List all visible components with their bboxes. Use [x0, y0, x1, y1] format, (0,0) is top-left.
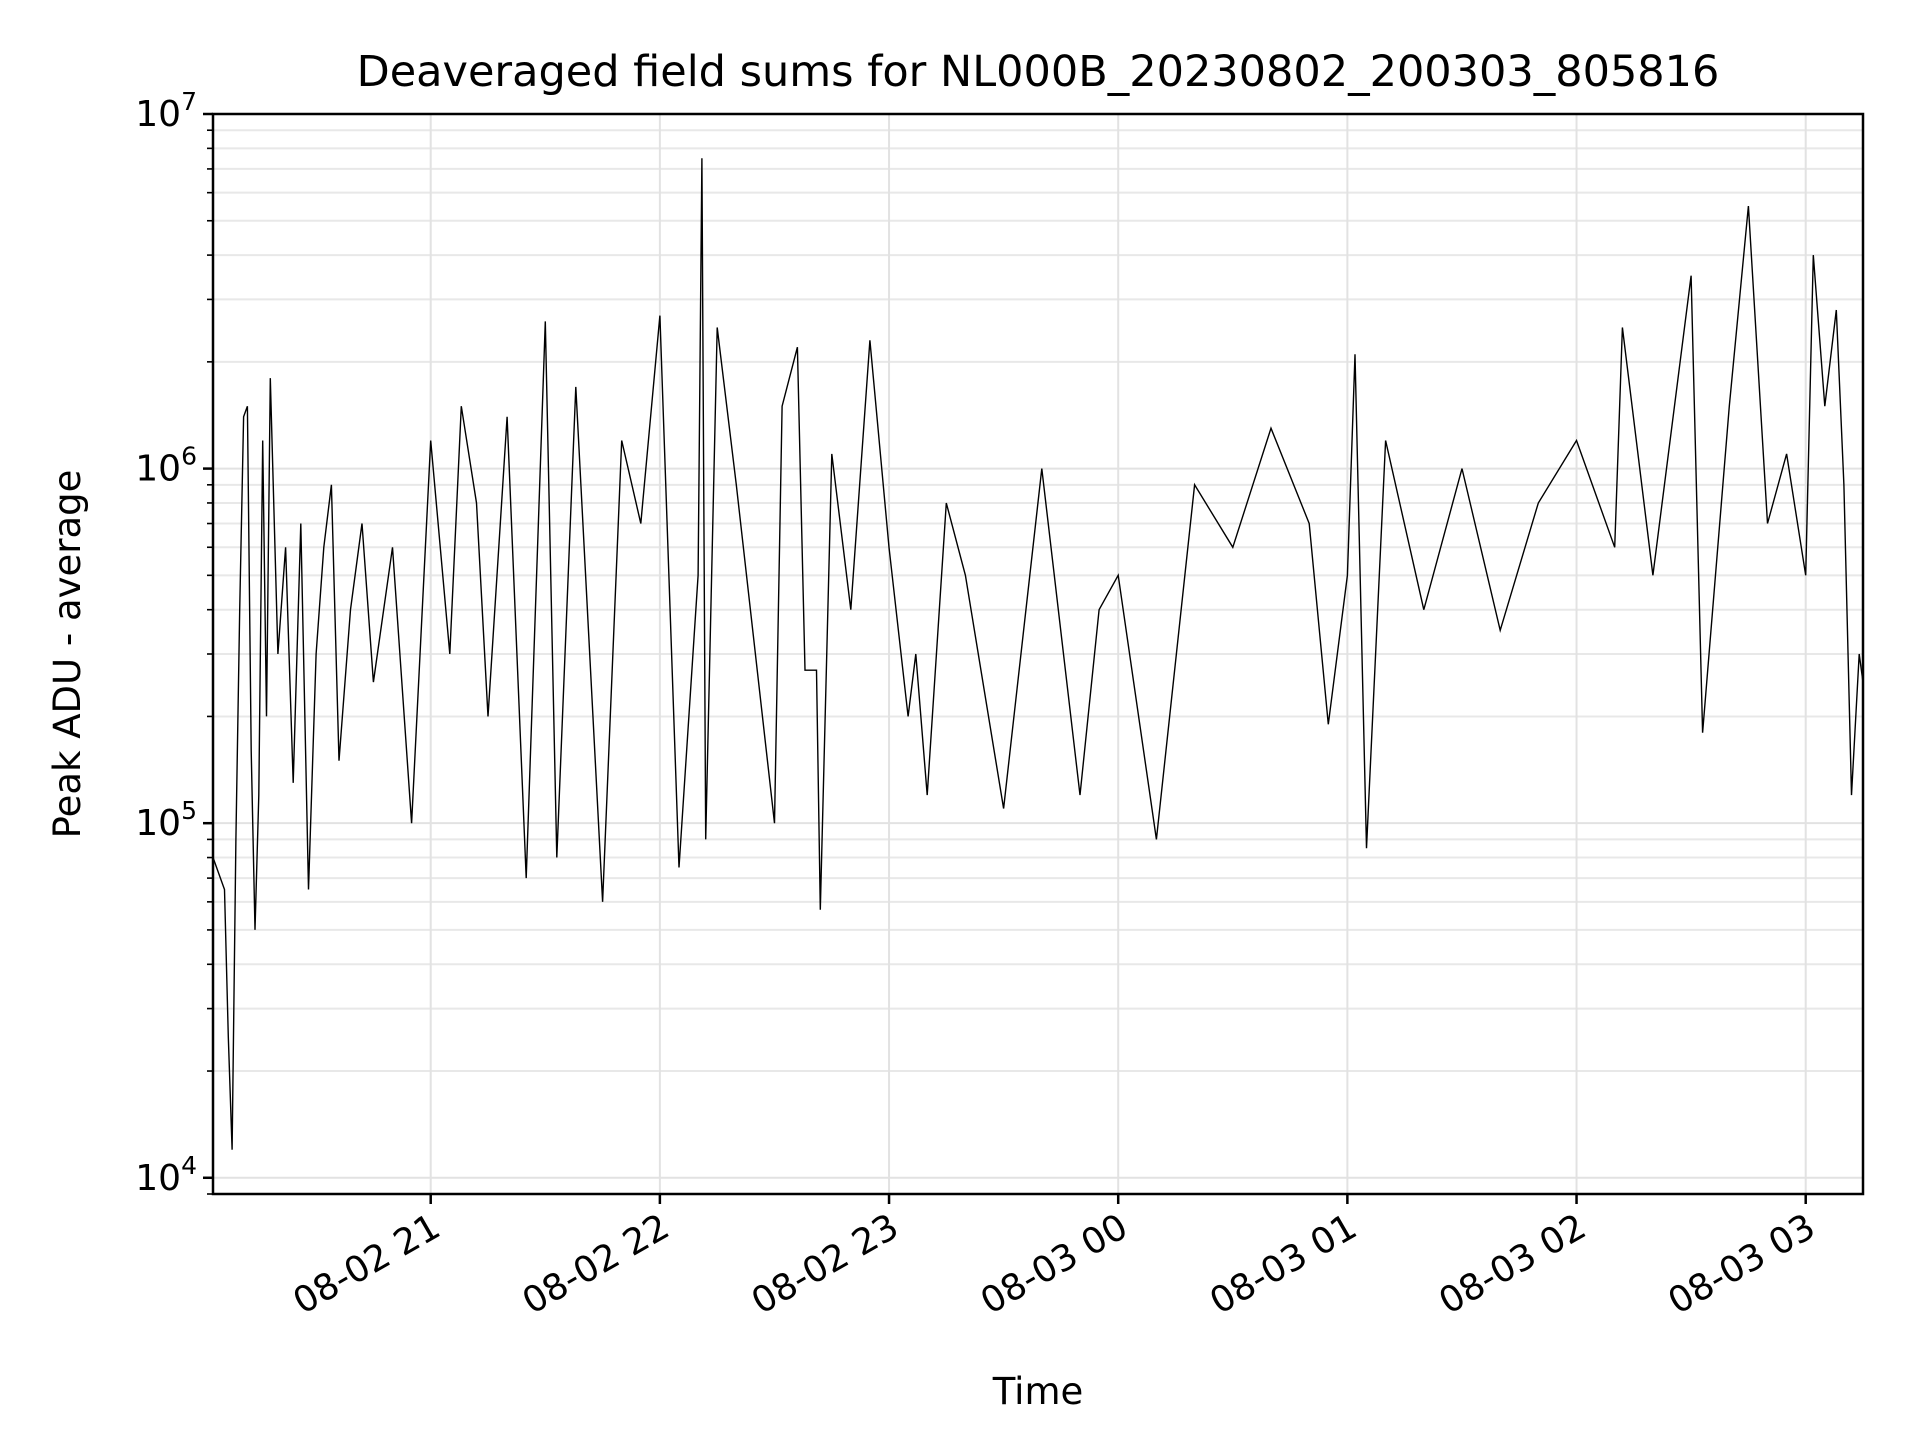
y-tick-label: 106: [135, 442, 197, 490]
chart-title: Deaveraged field sums for NL000B_2023080…: [357, 47, 1720, 97]
y-tick-label: 107: [135, 87, 197, 135]
y-tick-label-exponent: 6: [181, 442, 197, 471]
series-line: [212, 158, 1864, 1150]
y-tick-label-exponent: 4: [181, 1151, 197, 1180]
y-tick-label-base: 10: [135, 1158, 181, 1199]
y-tick-label-base: 10: [135, 94, 181, 135]
y-axis-label: Peak ADU - average: [46, 470, 89, 839]
y-tick-label-exponent: 7: [181, 87, 197, 116]
y-tick-label-base: 10: [135, 449, 181, 490]
x-axis-label: Time: [992, 1370, 1084, 1413]
y-tick-label: 105: [135, 796, 197, 844]
y-tick-label-base: 10: [135, 803, 181, 844]
y-tick-label-exponent: 5: [181, 796, 197, 825]
y-tick-label: 104: [135, 1151, 197, 1199]
